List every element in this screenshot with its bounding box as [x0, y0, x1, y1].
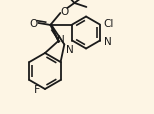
- Text: N: N: [104, 36, 112, 46]
- Text: N: N: [57, 35, 64, 45]
- Text: O: O: [60, 7, 69, 17]
- Text: Cl: Cl: [104, 18, 114, 28]
- Text: N: N: [66, 44, 74, 54]
- Text: O: O: [29, 19, 38, 29]
- Text: F: F: [34, 84, 40, 94]
